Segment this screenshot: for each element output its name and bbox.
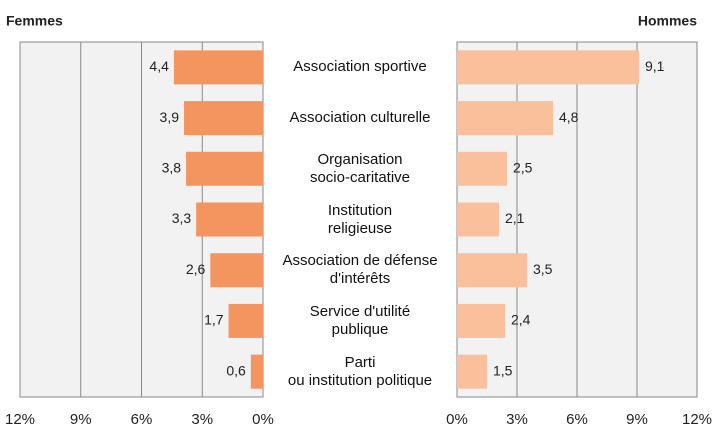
x-tick-label: 3%	[506, 411, 528, 428]
x-tick-label: 6%	[131, 411, 153, 428]
value-label: 4,4	[149, 58, 169, 74]
bar	[457, 354, 487, 389]
bar	[457, 303, 505, 338]
bar	[196, 202, 263, 237]
bar	[228, 303, 263, 338]
panel-title: Femmes	[6, 13, 63, 29]
value-label: 1,5	[493, 362, 513, 378]
value-label: 3,9	[160, 109, 180, 125]
x-tick-label: 3%	[191, 411, 213, 428]
bar	[457, 50, 639, 85]
bar	[184, 101, 263, 136]
bar	[457, 101, 553, 136]
category-label: Association de défense d'intérêts	[282, 252, 438, 288]
value-label: 2,1	[505, 210, 525, 226]
bar	[186, 151, 263, 186]
value-label: 3,8	[162, 159, 182, 175]
x-tick-label: 12%	[5, 411, 35, 428]
category-label: Institution religieuse	[327, 201, 393, 237]
category-label: Parti ou institution politique	[287, 353, 433, 389]
category-label: Association sportive	[293, 58, 427, 76]
x-tick-label: 0%	[446, 411, 468, 428]
category-label: Service d'utilité publique	[309, 302, 411, 338]
bar	[250, 354, 263, 389]
x-tick-label: 9%	[626, 411, 648, 428]
value-label: 3,5	[533, 261, 553, 277]
value-label: 3,3	[172, 210, 192, 226]
bar	[173, 50, 263, 85]
bar	[457, 151, 507, 186]
x-tick-label: 6%	[566, 411, 588, 428]
value-label: 2,5	[513, 159, 533, 175]
value-label: 2,6	[186, 261, 206, 277]
category-label: Organisation socio-caritative	[309, 150, 411, 186]
panel-title: Hommes	[638, 13, 697, 29]
x-tick-label: 0%	[252, 411, 274, 428]
x-tick-label: 9%	[70, 411, 92, 428]
value-label: 2,4	[511, 312, 531, 328]
value-label: 9,1	[645, 58, 665, 74]
bar	[457, 253, 527, 288]
x-tick-label: 12%	[682, 411, 712, 428]
bar	[210, 253, 263, 288]
value-label: 4,8	[559, 109, 579, 125]
category-label: Association culturelle	[289, 109, 431, 127]
value-label: 1,7	[204, 312, 224, 328]
value-label: 0,6	[226, 362, 246, 378]
bar	[457, 202, 499, 237]
